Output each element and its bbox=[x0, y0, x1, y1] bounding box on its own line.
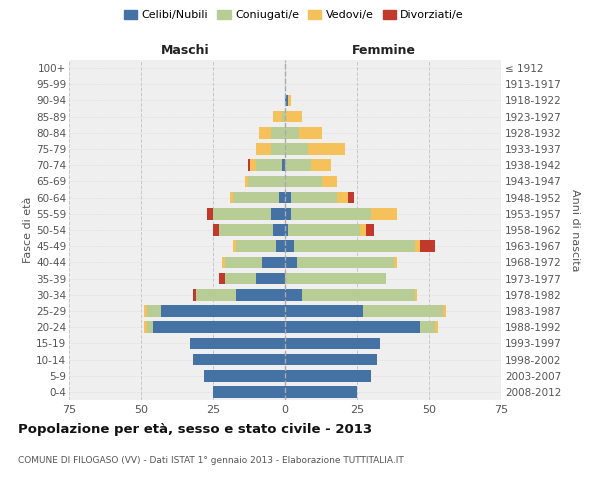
Bar bbox=[147, 305, 161, 317]
Bar bbox=[435, 322, 437, 333]
Bar bbox=[285, 224, 288, 236]
Bar bbox=[291, 192, 337, 203]
Bar bbox=[147, 322, 152, 333]
Bar bbox=[285, 289, 302, 300]
Bar bbox=[415, 240, 421, 252]
Bar bbox=[308, 143, 346, 155]
Bar bbox=[144, 305, 147, 317]
Bar bbox=[274, 224, 285, 236]
Bar bbox=[285, 94, 288, 106]
Bar bbox=[285, 127, 299, 138]
Bar bbox=[190, 338, 285, 349]
Bar bbox=[288, 94, 291, 106]
Bar bbox=[365, 224, 374, 236]
Bar bbox=[161, 305, 285, 317]
Bar bbox=[259, 127, 271, 138]
Bar bbox=[285, 338, 380, 349]
Bar bbox=[285, 370, 371, 382]
Bar bbox=[219, 272, 224, 284]
Bar bbox=[363, 305, 443, 317]
Bar bbox=[248, 160, 250, 171]
Bar bbox=[443, 305, 446, 317]
Bar bbox=[193, 289, 196, 300]
Bar bbox=[288, 224, 360, 236]
Bar bbox=[230, 192, 233, 203]
Bar bbox=[285, 111, 302, 122]
Bar bbox=[277, 240, 285, 252]
Y-axis label: Fasce di età: Fasce di età bbox=[23, 197, 33, 263]
Bar bbox=[236, 240, 277, 252]
Bar bbox=[248, 176, 285, 188]
Bar bbox=[193, 354, 285, 366]
Bar bbox=[349, 192, 354, 203]
Bar bbox=[279, 192, 285, 203]
Bar bbox=[213, 208, 271, 220]
Bar bbox=[205, 370, 285, 382]
Bar bbox=[213, 386, 285, 398]
Bar bbox=[285, 160, 311, 171]
Bar bbox=[302, 289, 415, 300]
Bar bbox=[250, 160, 256, 171]
Bar bbox=[213, 224, 219, 236]
Bar bbox=[299, 127, 322, 138]
Bar bbox=[282, 160, 285, 171]
Bar bbox=[207, 208, 213, 220]
Bar bbox=[256, 272, 285, 284]
Bar bbox=[233, 192, 279, 203]
Bar bbox=[224, 256, 262, 268]
Bar bbox=[285, 192, 291, 203]
Bar bbox=[337, 192, 349, 203]
Text: Popolazione per età, sesso e stato civile - 2013: Popolazione per età, sesso e stato civil… bbox=[18, 422, 372, 436]
Bar bbox=[371, 208, 397, 220]
Bar bbox=[236, 289, 285, 300]
Bar bbox=[285, 386, 357, 398]
Bar bbox=[285, 143, 308, 155]
Bar bbox=[256, 143, 271, 155]
Bar bbox=[271, 143, 285, 155]
Bar bbox=[421, 322, 435, 333]
Bar bbox=[285, 256, 296, 268]
Bar bbox=[271, 208, 285, 220]
Bar bbox=[394, 256, 397, 268]
Bar bbox=[196, 289, 236, 300]
Bar bbox=[245, 176, 248, 188]
Bar bbox=[296, 256, 394, 268]
Bar bbox=[293, 240, 415, 252]
Bar bbox=[291, 208, 371, 220]
Text: COMUNE DI FILOGASO (VV) - Dati ISTAT 1° gennaio 2013 - Elaborazione TUTTITALIA.I: COMUNE DI FILOGASO (VV) - Dati ISTAT 1° … bbox=[18, 456, 404, 465]
Bar bbox=[311, 160, 331, 171]
Bar bbox=[282, 111, 285, 122]
Bar bbox=[233, 240, 236, 252]
Bar bbox=[274, 111, 282, 122]
Bar bbox=[285, 272, 386, 284]
Bar bbox=[221, 256, 224, 268]
Bar bbox=[285, 208, 291, 220]
Bar bbox=[256, 160, 282, 171]
Text: Femmine: Femmine bbox=[352, 44, 416, 57]
Bar bbox=[285, 305, 363, 317]
Bar bbox=[285, 176, 322, 188]
Bar bbox=[285, 240, 293, 252]
Bar bbox=[219, 224, 274, 236]
Bar bbox=[144, 322, 147, 333]
Bar bbox=[421, 240, 435, 252]
Bar bbox=[224, 272, 256, 284]
Bar bbox=[285, 322, 421, 333]
Bar bbox=[285, 354, 377, 366]
Bar bbox=[322, 176, 337, 188]
Bar bbox=[415, 289, 418, 300]
Bar bbox=[152, 322, 285, 333]
Bar bbox=[271, 127, 285, 138]
Bar bbox=[360, 224, 365, 236]
Text: Maschi: Maschi bbox=[161, 44, 210, 57]
Y-axis label: Anni di nascita: Anni di nascita bbox=[570, 188, 580, 271]
Legend: Celibi/Nubili, Coniugati/e, Vedovi/e, Divorziati/e: Celibi/Nubili, Coniugati/e, Vedovi/e, Di… bbox=[119, 6, 469, 25]
Bar bbox=[262, 256, 285, 268]
